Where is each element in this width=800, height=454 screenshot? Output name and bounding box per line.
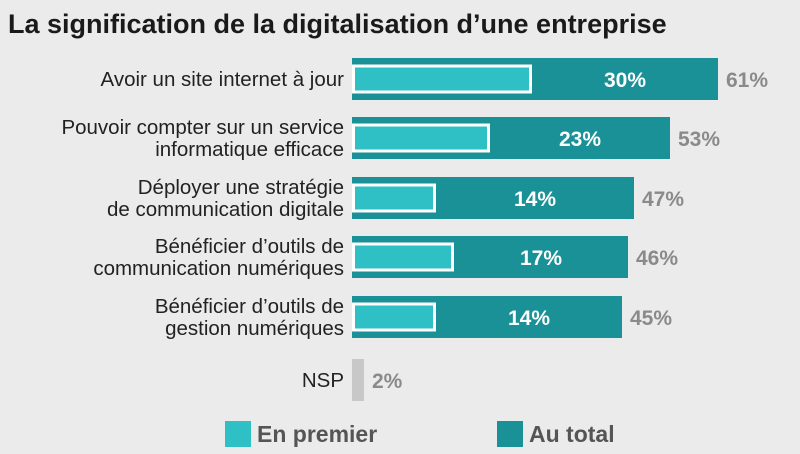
category-label: Pouvoir compter sur un service — [61, 116, 344, 139]
category-label: Bénéficier d’outils de — [155, 295, 344, 318]
value-label-en-premier: 23% — [559, 128, 601, 151]
bar-nsp — [352, 359, 364, 401]
value-label-en-premier: 17% — [520, 247, 562, 270]
category-label: gestion numériques — [165, 317, 344, 340]
category-label: Avoir un site internet à jour — [101, 68, 345, 91]
legend: En premier Au total — [225, 421, 615, 447]
legend-swatch-au-total — [497, 421, 523, 447]
value-label-en-premier: 14% — [514, 188, 556, 211]
value-label-au-total: 45% — [630, 307, 672, 330]
bar-en-premier — [352, 123, 490, 153]
category-label: informatique efficace — [155, 138, 344, 161]
chart-title: La signification de la digitalisation d’… — [8, 9, 667, 39]
bar-en-premier — [352, 64, 532, 94]
value-label-au-total: 2% — [372, 370, 403, 393]
category-label: Déployer une stratégie — [138, 176, 344, 199]
category-label: Bénéficier d’outils de — [155, 235, 344, 258]
bar-en-premier — [352, 242, 454, 272]
value-label-en-premier: 30% — [604, 69, 646, 92]
value-label-au-total: 53% — [678, 128, 720, 151]
category-label: communication numériques — [93, 257, 344, 280]
value-label-en-premier: 14% — [508, 307, 550, 330]
bar-en-premier — [352, 183, 436, 213]
legend-label-en-premier: En premier — [257, 421, 377, 447]
value-label-au-total: 61% — [726, 69, 768, 92]
bar-en-premier — [352, 302, 436, 332]
bars-group: Avoir un site internet à jour 30% 61% Pouvo… — [61, 58, 768, 401]
value-label-au-total: 47% — [642, 188, 684, 211]
category-label: de communication digitale — [107, 198, 344, 221]
value-label-au-total: 46% — [636, 247, 678, 270]
category-label: NSP — [302, 369, 344, 392]
legend-swatch-en-premier — [225, 421, 251, 447]
legend-label-au-total: Au total — [529, 421, 615, 447]
